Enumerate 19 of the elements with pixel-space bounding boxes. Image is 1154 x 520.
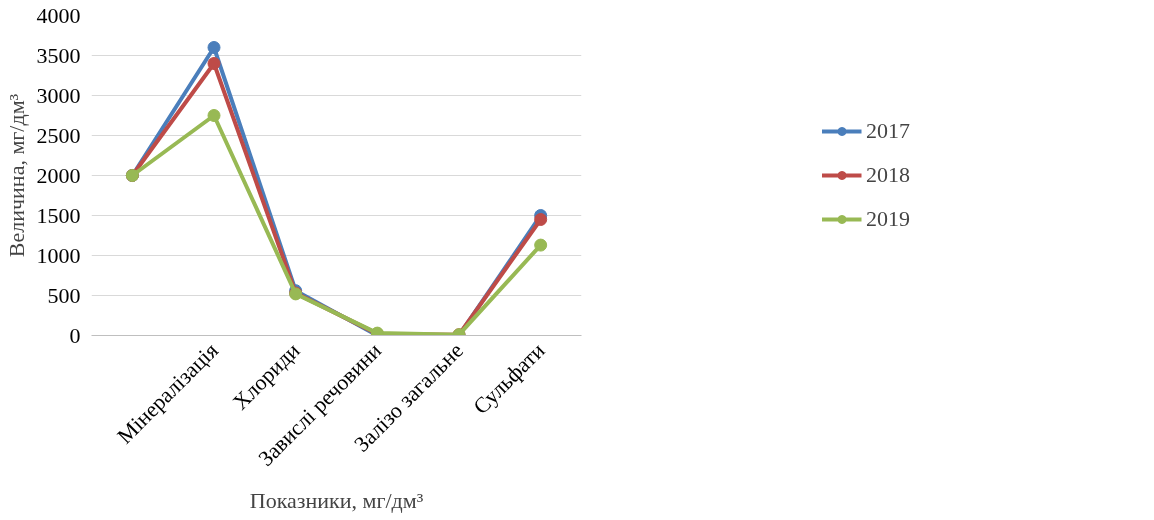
y-tick-label: 2500 [36, 122, 81, 148]
point [534, 213, 548, 226]
legend-label: 2017 [866, 118, 910, 144]
y-tick-label: 3500 [36, 42, 81, 68]
point [207, 109, 221, 122]
x-axis-title: Показники, мг/дм³ [249, 487, 424, 513]
y-tick-label: 4000 [36, 2, 81, 28]
legend-label: 2019 [866, 206, 910, 232]
y-axis-title: Величина, мг/дм³ [3, 93, 29, 258]
y-tick-label: 0 [69, 322, 81, 348]
y-tick-label: 1500 [36, 202, 81, 228]
point [207, 41, 221, 54]
y-tick-label: 1000 [36, 242, 81, 268]
y-tick-label: 500 [47, 282, 81, 308]
legend-label: 2018 [866, 162, 910, 188]
y-tick-label: 3000 [36, 82, 81, 108]
point [207, 57, 221, 70]
y-tick-label: 2000 [36, 162, 81, 188]
point [534, 238, 548, 252]
